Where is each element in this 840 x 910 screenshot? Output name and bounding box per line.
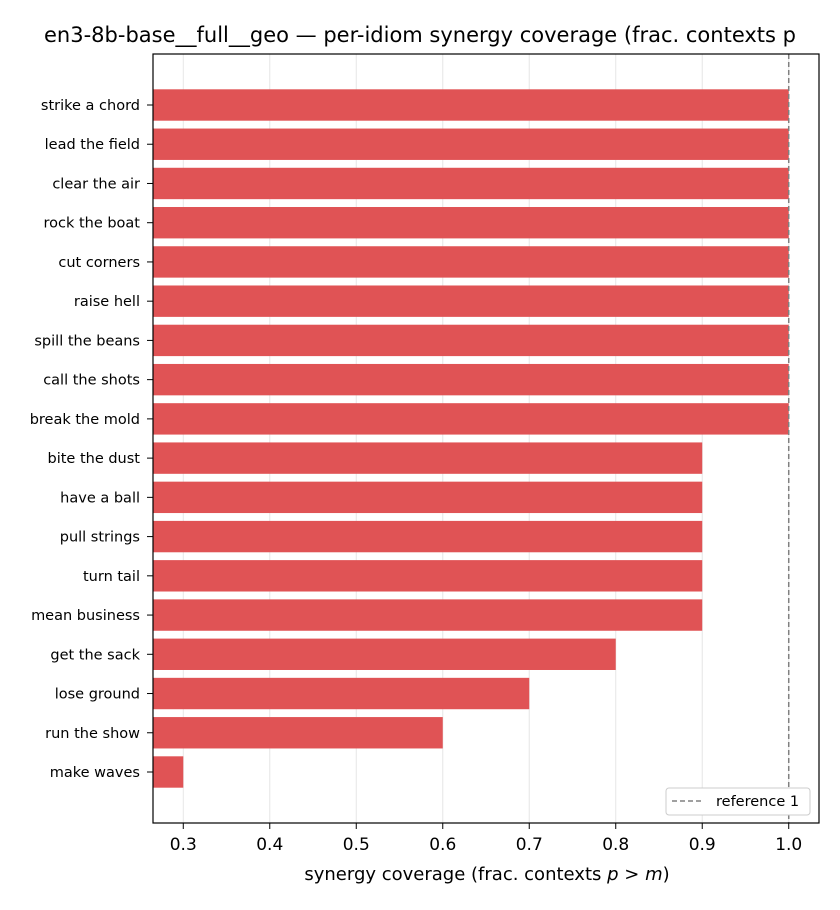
plot-frame: [152, 53, 820, 824]
y-tick-label: strike a chord: [41, 98, 140, 114]
x-tick-label: 0.8: [602, 835, 629, 855]
bar: [153, 520, 703, 553]
y-tick-label: turn tail: [83, 569, 140, 585]
y-axis-ticks: strike a chord lead the field clear the ai…: [30, 98, 153, 781]
y-tick-label: mean business: [31, 608, 140, 624]
y-tick-label: break the mold: [30, 412, 140, 428]
bar: [153, 481, 703, 514]
x-axis-ticks: 0.3 0.4 0.5 0.6 0.7 0.8 0.9 1.0: [170, 823, 802, 855]
bar: [153, 363, 789, 396]
bar: [153, 403, 789, 435]
bar: [153, 285, 789, 317]
y-tick-label: clear the air: [52, 176, 140, 192]
bar: [153, 638, 616, 670]
x-axis-label-prefix: synergy coverage (frac. contexts: [304, 864, 607, 885]
x-tick-label: 1.0: [775, 835, 802, 855]
x-axis-label-op: >: [619, 864, 646, 885]
y-tick-label: pull strings: [60, 530, 140, 546]
x-axis-label-m: m: [645, 864, 663, 885]
chart-title: en3-8b-base__full__geo — per-idiom syner…: [44, 23, 796, 48]
y-tick-label: bite the dust: [48, 451, 141, 467]
y-tick-label: raise hell: [74, 294, 140, 310]
bar: [153, 128, 789, 160]
x-tick-label: 0.9: [689, 835, 716, 855]
legend-box: [665, 787, 811, 816]
x-tick-label: 0.5: [343, 835, 370, 855]
bar: [153, 207, 789, 239]
y-tick-label: have a ball: [60, 490, 140, 506]
x-tick-label: 0.4: [256, 835, 283, 855]
bar: [153, 324, 789, 357]
y-tick-label: lead the field: [45, 137, 140, 153]
y-tick-label: rock the boat: [43, 216, 140, 232]
y-tick-label: cut corners: [58, 255, 140, 271]
bars: [153, 89, 789, 788]
bar: [153, 717, 443, 749]
legend: reference 1: [665, 787, 811, 816]
bar: [153, 442, 703, 474]
x-tick-label: 0.6: [429, 835, 456, 855]
bar: [153, 246, 789, 278]
x-tick-label: 0.7: [516, 835, 543, 855]
y-tick-label: make waves: [50, 765, 140, 781]
bar: [153, 677, 530, 710]
y-tick-label: call the shots: [43, 373, 140, 389]
y-tick-label: lose ground: [55, 687, 140, 703]
x-axis-label: synergy coverage (frac. contexts p > m): [304, 864, 669, 885]
x-tick-label: 0.3: [170, 835, 197, 855]
legend-reference-label: reference 1: [716, 794, 799, 810]
x-axis-label-suffix: ): [663, 864, 670, 885]
y-tick-label: get the sack: [50, 647, 140, 663]
y-tick-label: run the show: [45, 726, 140, 742]
bar: [153, 560, 703, 592]
x-axis-label-p: p: [606, 864, 618, 885]
bar: [153, 89, 789, 121]
bar: [153, 756, 184, 788]
bar: [153, 167, 789, 200]
bar: [153, 599, 703, 631]
y-tick-label: spill the beans: [34, 333, 140, 349]
